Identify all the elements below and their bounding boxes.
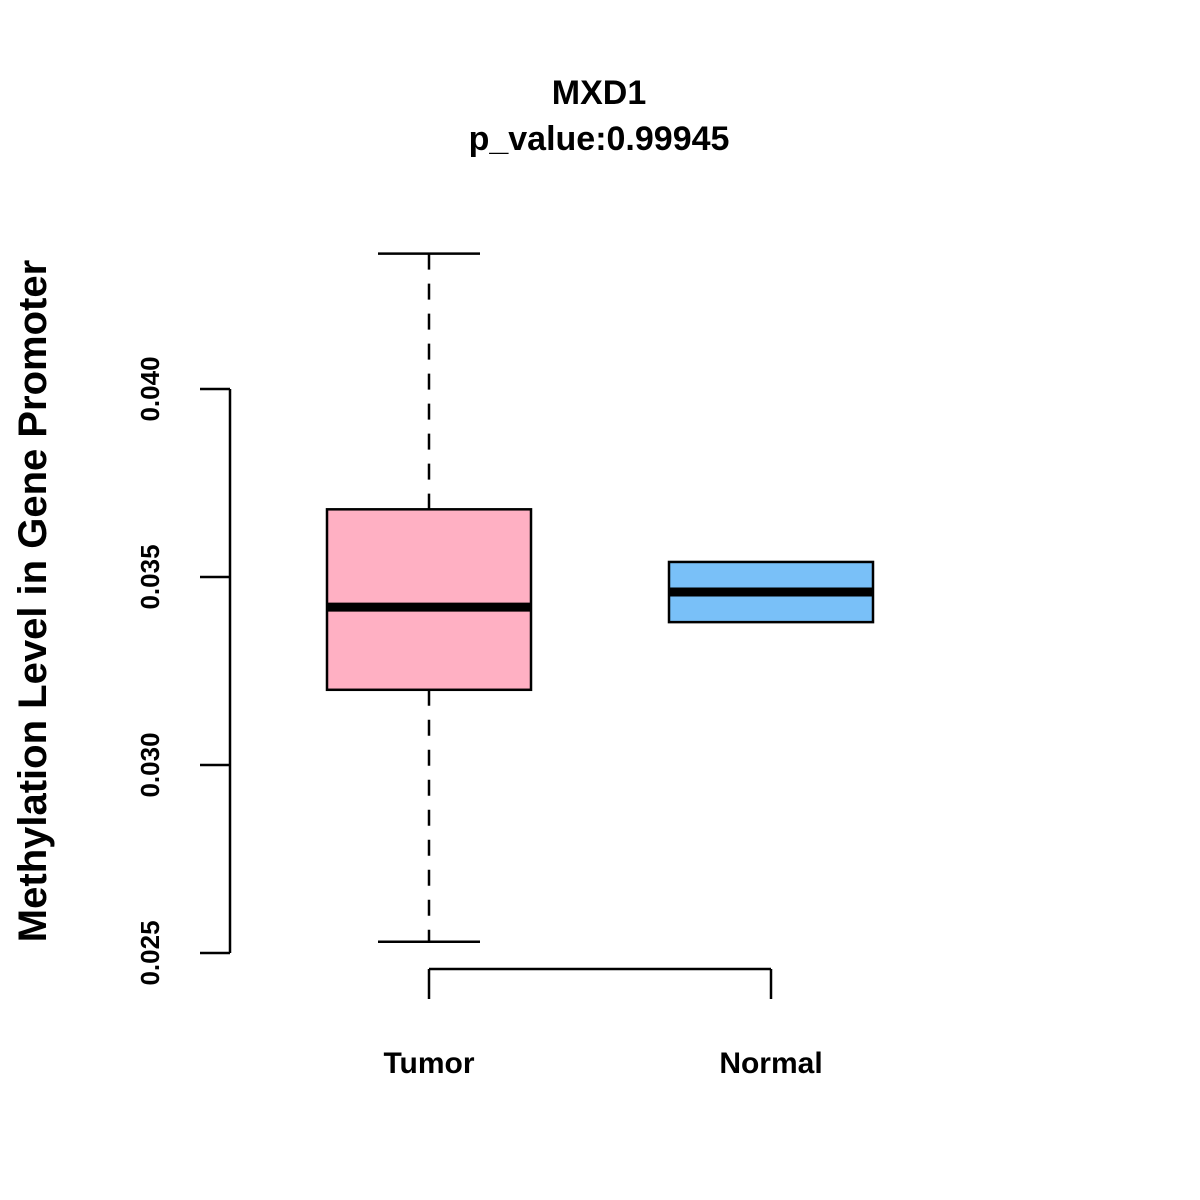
box-normal (667, 560, 875, 624)
chart-title: MXD1 (552, 74, 646, 112)
box-body (325, 508, 533, 692)
y-tick-label: 0.025 (135, 920, 165, 985)
chart-subtitle: p_value:0.99945 (469, 120, 730, 158)
y-tick-label: 0.040 (135, 356, 165, 421)
box-tumor (325, 252, 533, 943)
y-axis: 0.025 0.030 0.035 0.040 (135, 356, 232, 986)
x-tick-label-normal: Normal (719, 1047, 822, 1080)
y-tick-label: 0.035 (135, 544, 165, 609)
boxes (325, 252, 875, 943)
y-tick-label: 0.030 (135, 732, 165, 797)
x-axis: Tumor Normal (383, 967, 823, 1080)
x-tick-label-tumor: Tumor (383, 1047, 474, 1080)
y-axis-label: Methylation Level in Gene Promoter (11, 260, 55, 942)
